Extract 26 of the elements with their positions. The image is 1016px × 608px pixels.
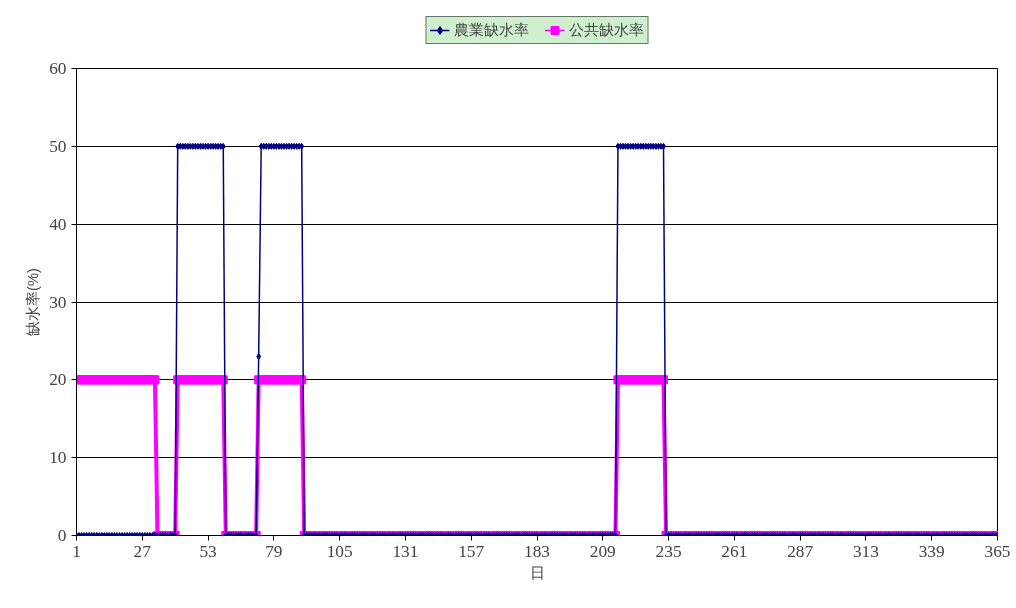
x-tick-label: 53 — [199, 541, 217, 561]
x-axis-title: 日 — [529, 564, 545, 581]
x-tick-label: 131 — [392, 541, 419, 561]
y-tick-label: 10 — [49, 448, 67, 468]
x-tick-label: 313 — [852, 541, 879, 561]
x-tick-label: 365 — [984, 541, 1011, 561]
y-tick-label: 50 — [49, 136, 67, 156]
legend-label: 公共缺水率 — [569, 20, 644, 40]
y-tick-label: 40 — [49, 214, 67, 234]
y-tick-label: 0 — [57, 526, 67, 545]
x-tick-label: 183 — [524, 541, 550, 561]
legend-label: 農業缺水率 — [454, 20, 529, 40]
x-tick-label: 79 — [265, 541, 283, 561]
x-tick-label: 261 — [721, 541, 748, 561]
x-tick-label: 105 — [326, 541, 353, 561]
y-tick-label: 30 — [49, 292, 67, 312]
x-tick-label: 27 — [133, 541, 152, 561]
x-tick-label: 209 — [589, 541, 616, 561]
x-tick-label: 1 — [72, 541, 81, 561]
x-tick-label: 339 — [918, 541, 945, 561]
x-tick-label: 235 — [655, 541, 682, 561]
x-tick-label: 287 — [787, 541, 814, 561]
x-tick-label: 157 — [458, 541, 485, 561]
y-tick-label: 20 — [49, 370, 67, 390]
y-tick-label: 60 — [49, 59, 67, 78]
y-axis-title: 缺水率(%) — [25, 268, 42, 336]
